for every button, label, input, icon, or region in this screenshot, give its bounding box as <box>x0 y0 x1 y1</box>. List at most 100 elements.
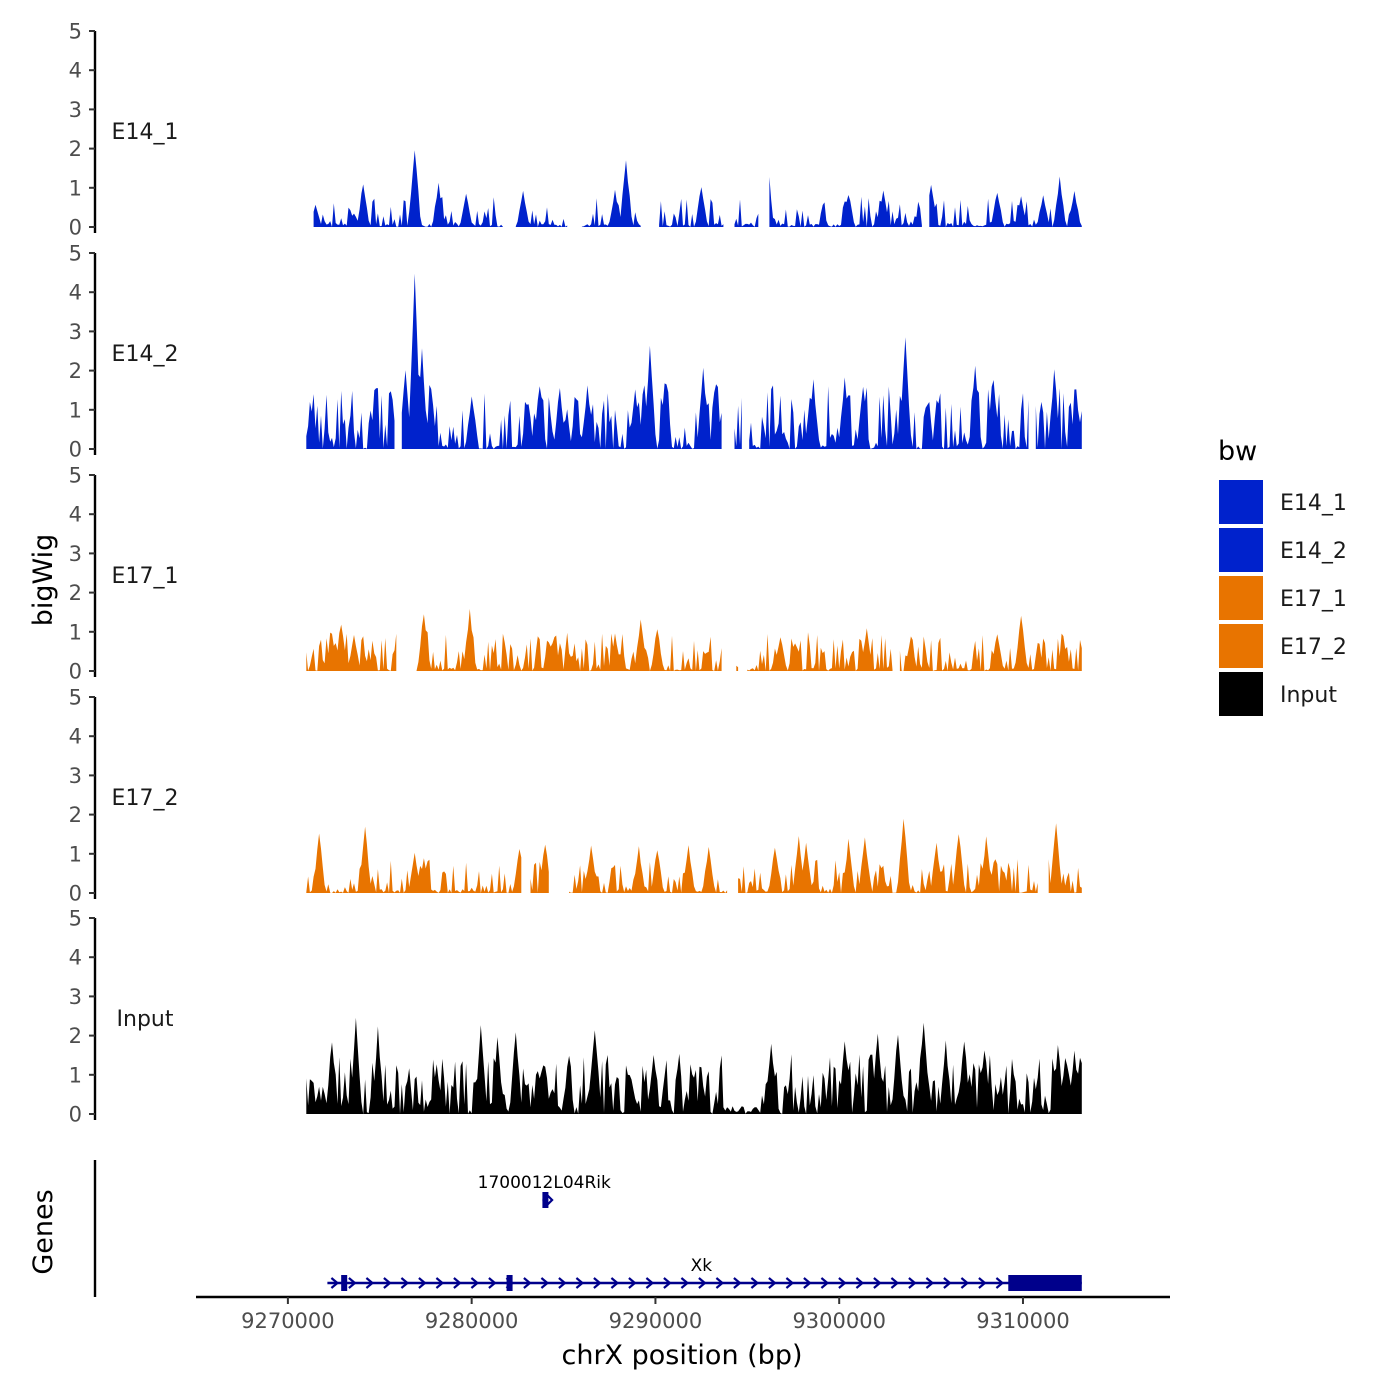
legend-item-input: Input <box>1219 672 1337 716</box>
y-tick-label: 0 <box>69 216 82 240</box>
y-tick-label: 3 <box>69 764 82 788</box>
strand-arrow <box>908 1277 917 1289</box>
strand-arrow <box>943 1277 952 1289</box>
strand-arrow <box>383 1277 392 1289</box>
gene-exon <box>542 1192 549 1208</box>
strand-arrow <box>768 1277 777 1289</box>
y-tick-label: 0 <box>69 1103 82 1127</box>
strand-arrow <box>593 1277 602 1289</box>
y-tick-label: 3 <box>69 985 82 1009</box>
strand-arrow <box>838 1277 847 1289</box>
strand-arrow <box>733 1277 742 1289</box>
strand-arrow <box>435 1277 445 1289</box>
strand-arrow <box>820 1277 830 1289</box>
legend-label: Input <box>1280 683 1337 708</box>
panel-e14-1: 0 1 2 3 4 5 E14_1 <box>69 20 1082 240</box>
y-axis-title: bigWig <box>28 534 59 627</box>
legend-label: E14_1 <box>1280 491 1347 516</box>
panel-e17-1: 0 1 2 3 4 5 E17_1 <box>69 464 1082 684</box>
strand-arrow <box>995 1277 1005 1289</box>
strand-arrow <box>418 1277 427 1289</box>
strand-arrow <box>645 1277 655 1289</box>
legend-swatch <box>1219 672 1263 716</box>
y-tick-label: 4 <box>69 281 82 305</box>
legend-title: bw <box>1218 436 1257 467</box>
y-tick-label: 5 <box>69 686 82 710</box>
y-tick-label: 4 <box>69 946 82 970</box>
strand-arrow <box>785 1277 795 1289</box>
signal-area-input <box>306 1017 1082 1114</box>
y-tick-label: 2 <box>69 137 82 161</box>
strand-arrow <box>925 1277 935 1289</box>
legend-swatch <box>1219 528 1263 572</box>
strand-arrow <box>546 1194 554 1206</box>
y-tick-label: 4 <box>69 725 82 749</box>
genes-axis-title: Genes <box>28 1189 59 1274</box>
y-tick-label: 1 <box>69 176 82 200</box>
strand-arrow <box>488 1277 497 1289</box>
strand-arrow <box>470 1277 480 1289</box>
gene-label: 1700012L04Rik <box>478 1173 611 1193</box>
strand-arrow <box>558 1277 567 1289</box>
x-tick-label: 9300000 <box>792 1309 886 1333</box>
panel-label: E17_2 <box>112 786 179 811</box>
x-tick-label: 9280000 <box>425 1309 519 1333</box>
legend-swatch <box>1219 480 1263 524</box>
y-tick-label: 1 <box>69 620 82 644</box>
strand-arrow <box>628 1277 637 1289</box>
x-tick-label: 9290000 <box>609 1309 703 1333</box>
y-tick-label: 5 <box>69 907 82 931</box>
strand-arrow <box>330 1277 340 1289</box>
legend: bw E14_1 E14_2 E17_1 E17_2 Input <box>1218 436 1347 716</box>
signal-area-e14-1 <box>313 150 1082 227</box>
strand-arrow <box>960 1277 970 1289</box>
strand-arrow <box>890 1277 900 1289</box>
strand-arrow <box>348 1277 357 1289</box>
panel-label: E14_1 <box>112 120 179 145</box>
y-tick-label: 2 <box>69 359 82 383</box>
legend-item-e14-1: E14_1 <box>1219 480 1347 524</box>
strand-arrow <box>855 1277 865 1289</box>
strand-arrow <box>873 1277 882 1289</box>
strand-arrow <box>400 1277 410 1289</box>
y-tick-label: 5 <box>69 242 82 266</box>
legend-swatch <box>1219 624 1263 668</box>
signal-area-e17-1 <box>306 608 1082 671</box>
legend-label: E17_2 <box>1280 635 1347 660</box>
gene-exon <box>506 1275 513 1291</box>
gene-exon <box>341 1275 348 1291</box>
legend-label: E17_1 <box>1280 587 1347 612</box>
signal-panels: 0 1 2 3 4 5 E14_1 0 1 2 3 4 5 E14_2 0 1 2 3 4 5 E17_1 0 1 2 3 4 5 E… <box>69 20 1082 1127</box>
panel-label: E17_1 <box>112 564 179 589</box>
y-tick-label: 0 <box>69 438 82 462</box>
y-tick-label: 2 <box>69 803 82 827</box>
gene-label: Xk <box>691 1256 713 1276</box>
y-tick-label: 2 <box>69 581 82 605</box>
legend-swatch <box>1219 576 1263 620</box>
strand-arrow <box>750 1277 760 1289</box>
genes-panel: 1700012L04Rik Xk <box>93 1160 1082 1297</box>
gene-exon <box>1008 1275 1082 1291</box>
strand-arrow <box>523 1277 532 1289</box>
y-tick-label: 1 <box>69 842 82 866</box>
signal-area-e14-2 <box>306 273 1082 449</box>
y-tick-label: 4 <box>69 503 82 527</box>
y-tick-label: 2 <box>69 1024 82 1048</box>
panel-label: E14_2 <box>112 342 179 367</box>
panel-e14-2: 0 1 2 3 4 5 E14_2 <box>69 242 1082 462</box>
y-tick-label: 4 <box>69 59 82 83</box>
legend-item-e17-2: E17_2 <box>1219 624 1347 668</box>
y-tick-label: 5 <box>69 20 82 44</box>
x-axis-title: chrX position (bp) <box>561 1340 802 1371</box>
strand-arrow <box>610 1277 620 1289</box>
x-axis: 9270000 9280000 9290000 9300000 9310000 <box>196 1295 1170 1333</box>
x-tick-label: 9310000 <box>976 1309 1070 1333</box>
panel-label: Input <box>117 1007 174 1032</box>
strand-arrow <box>680 1277 690 1289</box>
x-tick-label: 9270000 <box>241 1309 335 1333</box>
strand-arrow <box>540 1277 550 1289</box>
panel-input: 0 1 2 3 4 5 Input <box>69 907 1082 1127</box>
y-tick-label: 5 <box>69 464 82 488</box>
